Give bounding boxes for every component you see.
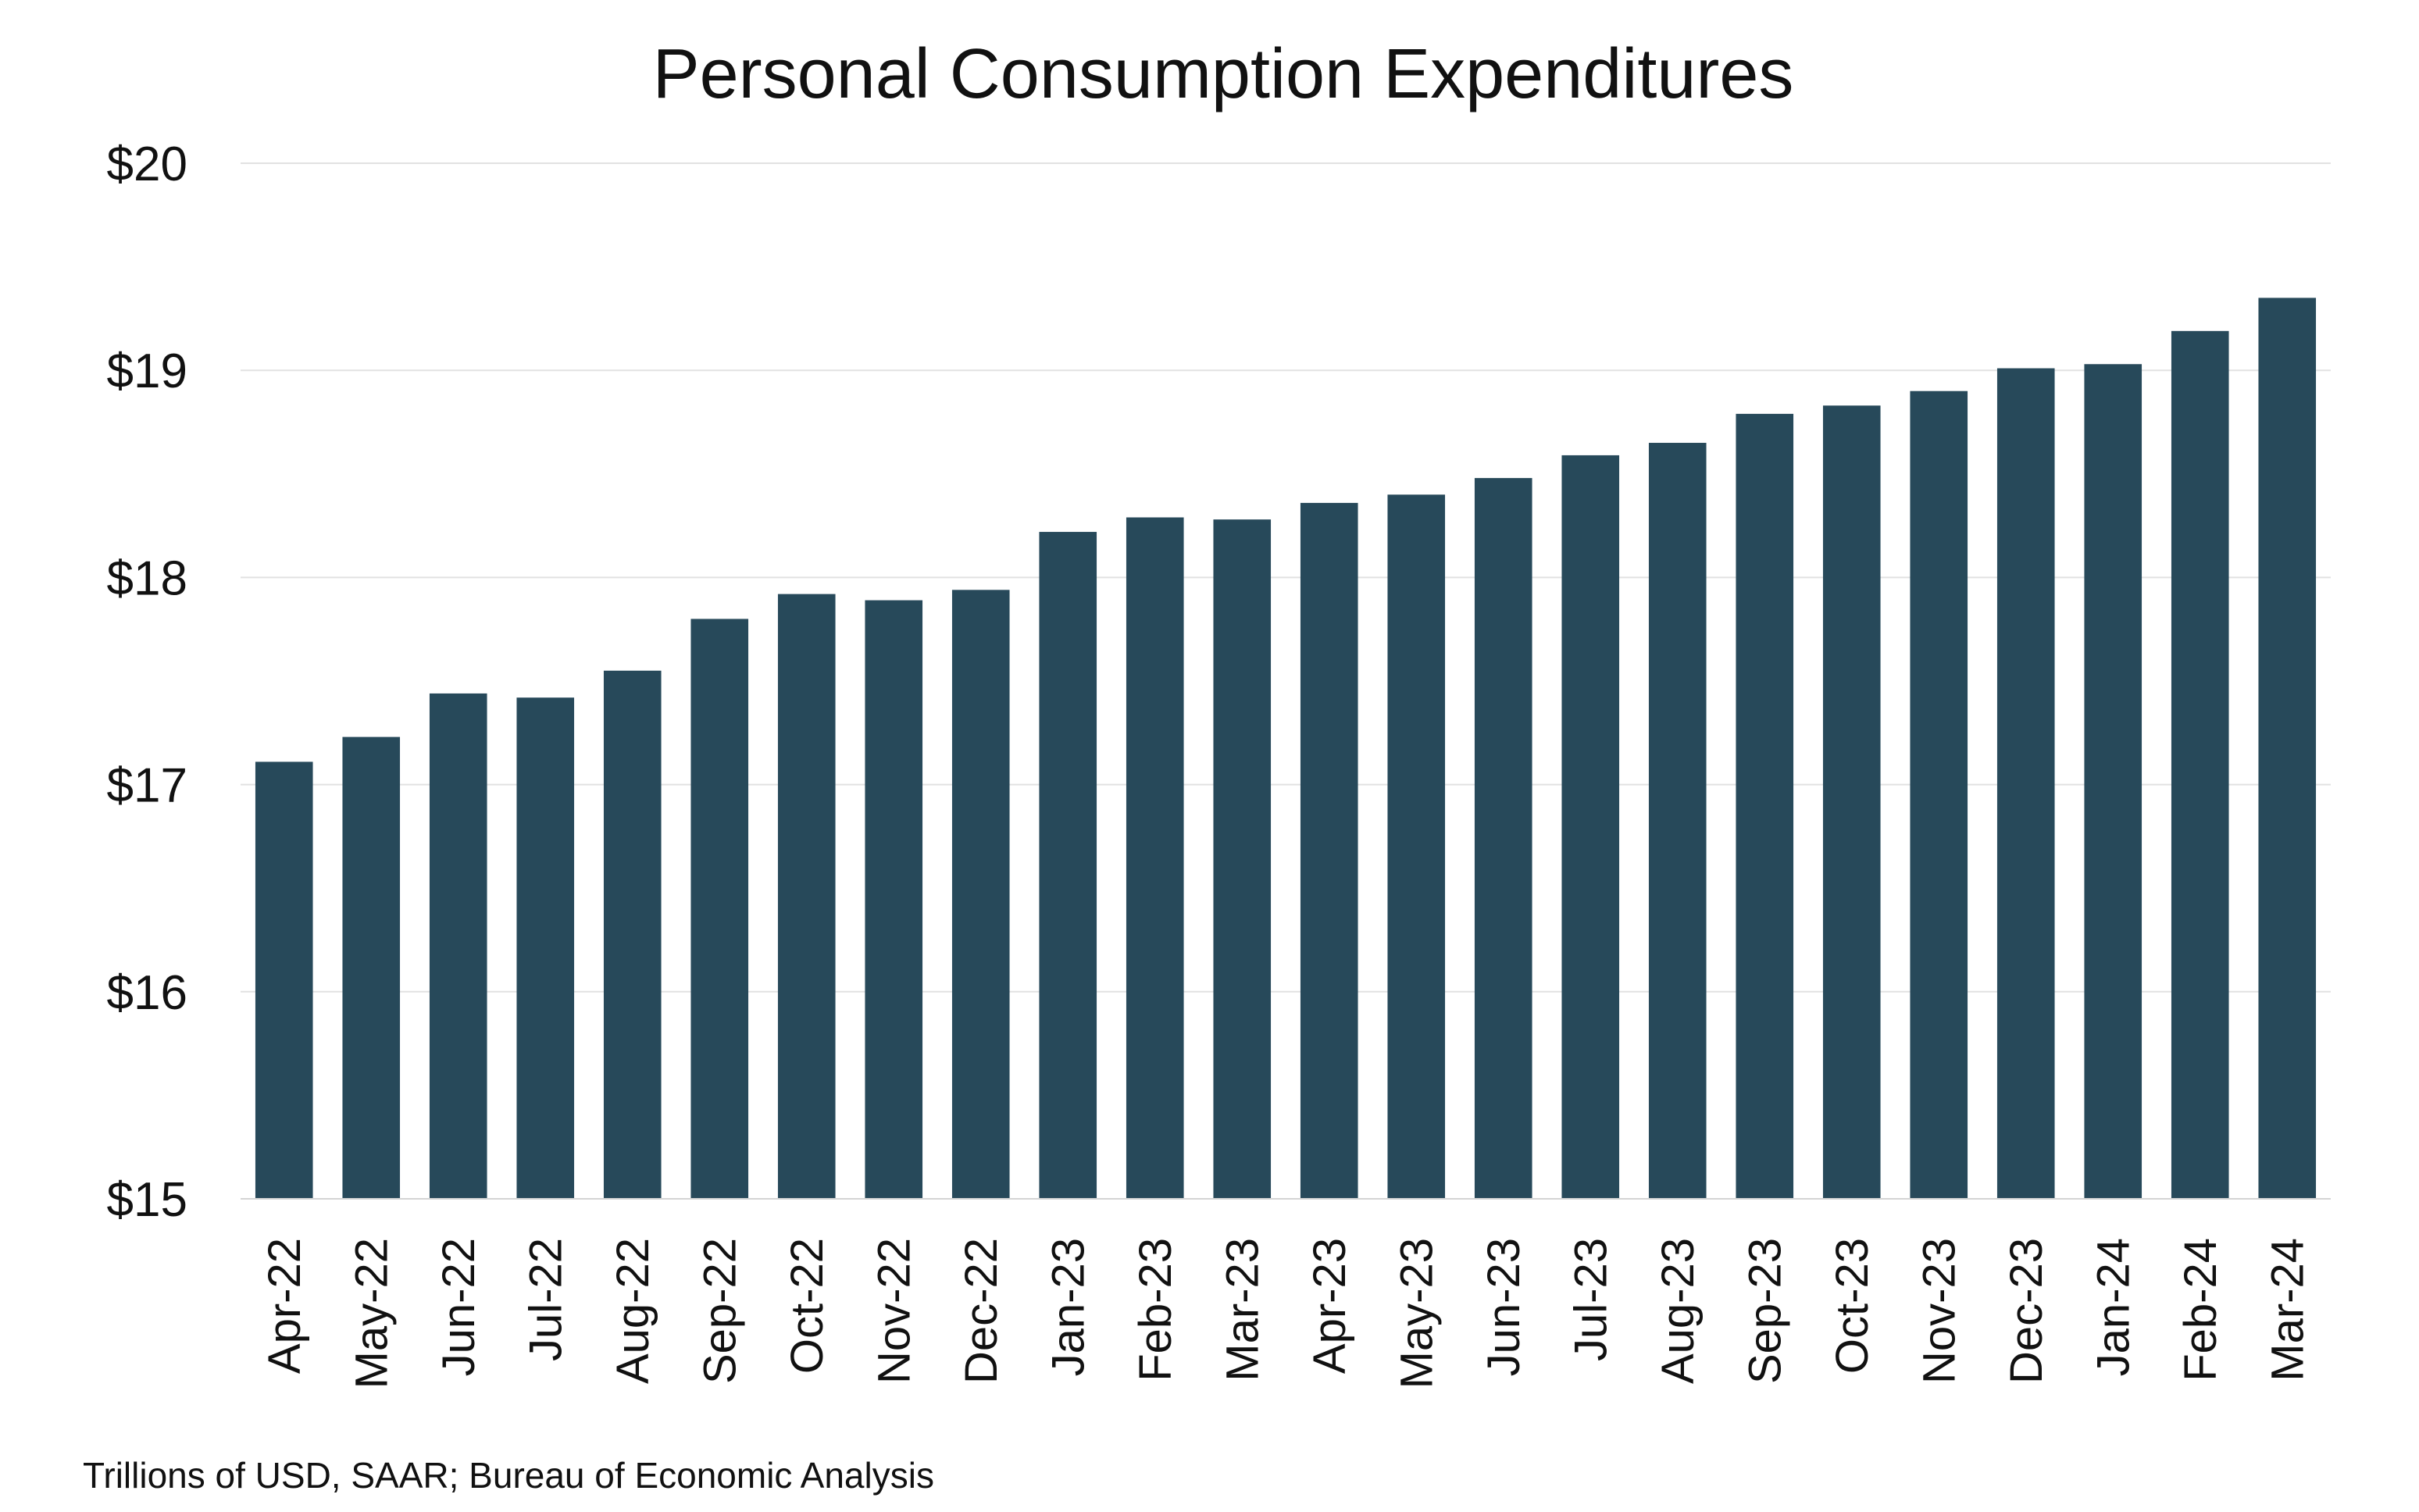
bar-apr-22 [255,761,313,1199]
bar-sep-23 [1736,413,1794,1199]
bar-may-22 [342,736,401,1199]
source-note: Trillions of USD, SAAR; Bureau of Econom… [83,1455,934,1496]
x-tick-label: Jun-23 [1479,1238,1529,1376]
bar-dec-23 [1996,368,2055,1200]
bar-mar-23 [1213,519,1272,1199]
bar-jun-23 [1474,478,1532,1199]
y-tick-label: $19 [107,344,187,398]
x-tick-label: Feb-23 [1130,1238,1181,1382]
y-axis-tick-labels: $15 $16 $17 $18 $19 $20 [107,137,187,1227]
bar-oct-22 [777,594,836,1199]
x-tick-label: Apr-23 [1304,1238,1355,1374]
x-tick-label: Dec-22 [956,1238,1007,1384]
x-tick-label: Jan-24 [2088,1238,2139,1376]
x-tick-label: Oct-23 [1827,1238,1878,1374]
bar-nov-22 [865,600,923,1199]
bar-feb-23 [1126,517,1184,1199]
bar-dec-22 [951,590,1010,1199]
x-tick-label: Feb-24 [2175,1238,2226,1382]
x-tick-label: Aug-22 [608,1238,658,1384]
bar-mar-24 [2258,298,2317,1199]
x-tick-label: Jul-23 [1565,1238,1616,1361]
bar-jul-23 [1561,455,1620,1199]
bar-nov-23 [1910,390,1968,1200]
bar-sep-22 [690,619,749,1199]
gridlines [241,162,2331,993]
x-tick-label: Sep-22 [694,1238,745,1384]
bar-feb-24 [2171,330,2229,1199]
y-tick-label: $18 [107,551,187,605]
x-tick-label: May-22 [346,1238,397,1389]
x-tick-label: Jan-23 [1043,1238,1094,1376]
y-tick-label: $15 [107,1173,187,1227]
x-tick-label: Apr-22 [259,1238,310,1374]
x-tick-label: Dec-23 [2001,1238,2052,1384]
bar-jan-24 [2084,364,2142,1199]
x-tick-label: Oct-22 [782,1238,833,1374]
bar-aug-23 [1648,443,1707,1199]
y-tick-label: $20 [107,137,187,191]
y-tick-label: $16 [107,966,187,1020]
bars [255,298,2317,1200]
y-tick-label: $17 [107,759,187,813]
x-tick-label: Sep-23 [1739,1238,1790,1384]
bar-oct-23 [1822,405,1881,1199]
x-tick-label: Mar-23 [1217,1238,1268,1382]
chart-title: Personal Consumption Expenditures [653,35,1794,113]
bar-jun-22 [429,693,487,1199]
bar-apr-23 [1300,502,1358,1199]
x-tick-label: Jun-22 [433,1238,484,1376]
x-tick-label: May-23 [1391,1238,1442,1389]
x-tick-label: Jul-22 [520,1238,571,1361]
x-tick-label: Nov-22 [869,1238,919,1384]
bar-jan-23 [1039,532,1097,1199]
bar-aug-22 [603,670,662,1199]
x-tick-label: Mar-24 [2262,1238,2313,1382]
bar-may-23 [1387,494,1446,1199]
bar-jul-22 [516,697,575,1199]
x-axis-tick-labels: Apr-22 May-22 Jun-22 Jul-22 Aug-22 Sep-22 Oct-… [259,1238,2314,1389]
x-tick-label: Aug-23 [1653,1238,1704,1384]
x-tick-label: Nov-23 [1914,1238,1964,1384]
